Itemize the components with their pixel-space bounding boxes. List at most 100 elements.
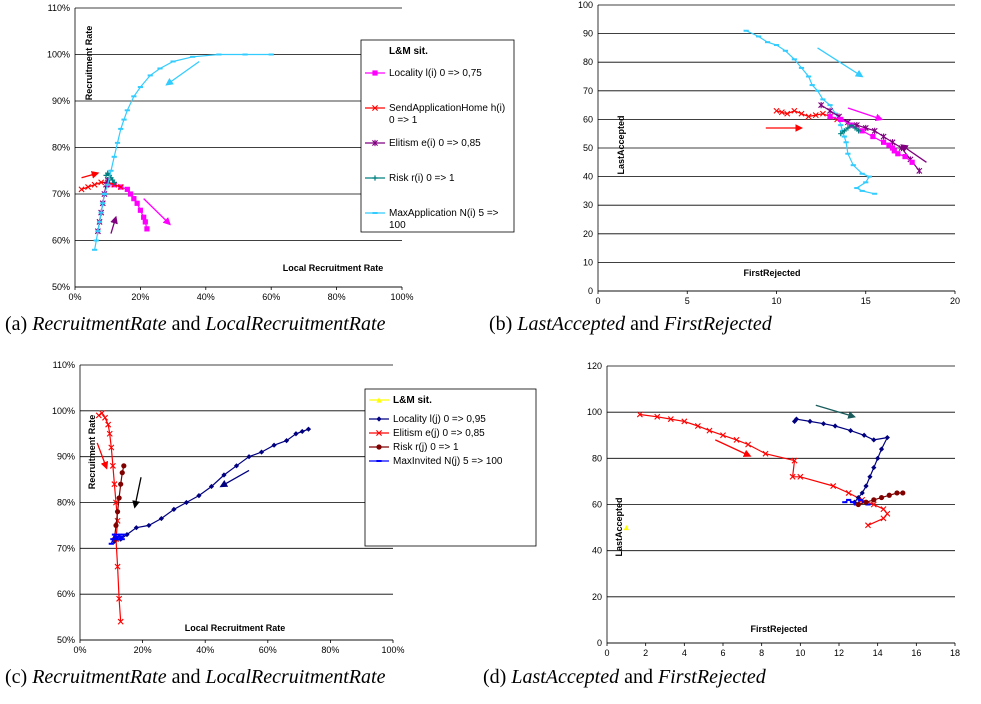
data-point xyxy=(98,410,105,417)
series-elitism xyxy=(636,411,891,529)
x-tick-label: 100% xyxy=(381,645,404,655)
data-point xyxy=(886,142,892,148)
data-point xyxy=(694,423,701,430)
data-point xyxy=(117,184,124,191)
x-tick-label: 20 xyxy=(950,296,960,306)
legend: L&M sit. Locality l(j) 0 => 0,95 Elitism e… xyxy=(364,388,537,547)
y-tick-label: 80% xyxy=(52,143,70,153)
y-tick-label: 80 xyxy=(592,453,602,463)
caption-variable: RecruitmentRate xyxy=(31,666,167,688)
data-point xyxy=(878,494,885,501)
data-point xyxy=(720,432,726,439)
data-point xyxy=(114,563,121,570)
series-locality xyxy=(791,416,890,505)
trend-arrow xyxy=(143,198,171,226)
data-point xyxy=(137,207,143,213)
data-point xyxy=(111,179,117,185)
legend-box xyxy=(364,388,537,547)
data-point xyxy=(861,432,867,438)
y-tick-label: 10 xyxy=(583,257,593,267)
y-tick-label: 20 xyxy=(583,229,593,239)
data-point xyxy=(894,490,900,496)
data-point xyxy=(113,499,119,506)
trend-arrow xyxy=(165,60,200,86)
data-point xyxy=(855,494,861,501)
data-point xyxy=(246,454,252,460)
y-tick-label: 100% xyxy=(52,406,75,416)
data-point xyxy=(909,159,915,165)
data-point xyxy=(183,499,190,506)
caption-text: (c) xyxy=(5,666,32,688)
series-locality-l-i-0-0-75 xyxy=(105,182,150,232)
data-point xyxy=(106,430,113,437)
y-axis-label: LastAccepted xyxy=(616,115,626,174)
data-point xyxy=(871,127,878,134)
trend-arrow xyxy=(81,171,100,179)
y-tick-label: 0 xyxy=(588,286,593,296)
data-point xyxy=(623,524,629,531)
trend-arrow xyxy=(132,477,142,509)
y-axis-label: LastAccepted xyxy=(614,497,624,556)
y-axis-label: Recruitment Rate xyxy=(84,26,94,101)
data-point xyxy=(838,131,844,137)
legend-marker xyxy=(376,444,382,450)
data-point xyxy=(791,418,798,424)
panel-c-recruitment-vs-local: 50% 60% 70% 80% 90% 100% 110% 0% 20% 40% 60% 80% 100… xyxy=(5,360,537,688)
data-point xyxy=(124,531,130,538)
legend-swatch xyxy=(369,397,389,403)
data-point xyxy=(791,457,798,464)
data-point xyxy=(654,413,661,420)
y-tick-label: 70% xyxy=(57,543,75,553)
data-point xyxy=(870,133,876,140)
caption-text: (b) xyxy=(489,313,517,335)
legend-label: MaxApplication N(i) 5 => xyxy=(389,208,499,219)
data-point xyxy=(848,122,855,128)
series-sendapplicationhome-h-i xyxy=(78,179,124,193)
legend-swatch xyxy=(369,430,389,436)
data-point xyxy=(878,446,885,452)
data-point xyxy=(865,522,871,529)
data-point xyxy=(798,110,805,117)
x-tick-label: 60% xyxy=(262,292,280,302)
data-point xyxy=(812,112,819,119)
trend-arrow xyxy=(847,107,884,122)
data-point xyxy=(856,128,862,134)
legend-marker xyxy=(376,430,382,436)
legend-swatch xyxy=(369,416,389,422)
x-tick-label: 2 xyxy=(643,648,648,658)
data-point xyxy=(131,196,137,202)
data-point xyxy=(121,463,127,469)
data-point xyxy=(208,483,215,490)
series-l-m-sit xyxy=(623,524,629,531)
data-point xyxy=(133,525,139,531)
data-point xyxy=(881,139,887,145)
series-line xyxy=(776,110,838,120)
data-point xyxy=(124,186,130,192)
data-point xyxy=(91,181,98,188)
data-point xyxy=(636,411,643,418)
data-point xyxy=(119,470,125,476)
x-axis-label: Local Recruitment Rate xyxy=(185,623,286,633)
data-point xyxy=(95,412,102,419)
data-point xyxy=(818,102,825,109)
data-point xyxy=(848,428,854,434)
caption-text: and xyxy=(167,313,206,335)
data-point xyxy=(830,483,837,490)
panel-a-recruitment-vs-local: 50% 60% 70% 80% 90% 100% 110% 0% 20% 40% 60% 80% 100… xyxy=(5,3,515,335)
legend-swatch xyxy=(365,175,385,181)
x-tick-label: 16 xyxy=(911,648,921,658)
data-point xyxy=(880,515,887,522)
data-point xyxy=(144,226,150,232)
data-point xyxy=(852,125,858,131)
data-point xyxy=(258,449,265,455)
x-tick-label: 80% xyxy=(328,292,346,302)
data-point xyxy=(886,492,892,498)
data-point xyxy=(233,463,240,469)
y-axis-label: Recruitment Rate xyxy=(87,415,97,490)
data-point xyxy=(875,455,881,461)
series-line xyxy=(745,30,875,195)
data-point xyxy=(889,145,896,151)
data-point xyxy=(855,501,861,508)
data-point xyxy=(845,125,851,131)
data-point xyxy=(667,416,674,423)
